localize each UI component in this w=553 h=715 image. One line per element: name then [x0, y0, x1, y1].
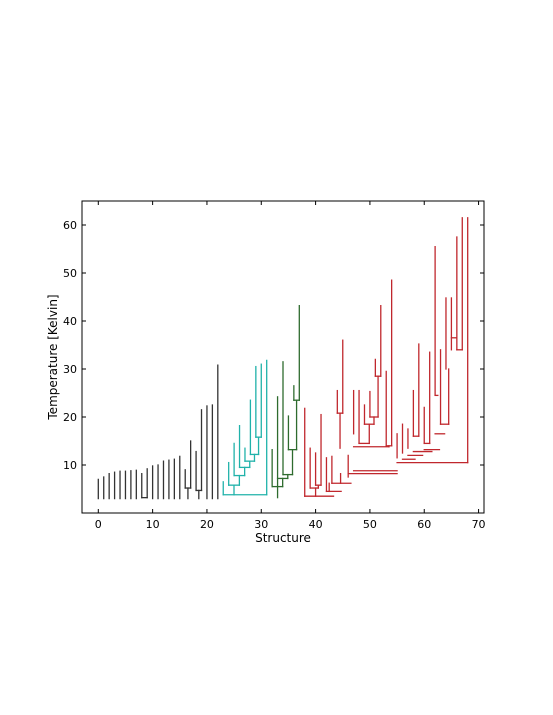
y-tick-label: 10 [63, 459, 77, 472]
y-tick-label: 20 [63, 411, 77, 424]
y-tick-label: 40 [63, 315, 77, 328]
y-tick-label: 50 [63, 267, 77, 280]
x-axis-label: Structure [255, 531, 311, 545]
tree-segments [97, 217, 469, 500]
x-tick-label: 60 [417, 518, 431, 531]
plot-frame [81, 200, 485, 514]
x-tick-label: 0 [95, 518, 102, 531]
x-tick-label: 50 [363, 518, 377, 531]
x-tick-label: 40 [309, 518, 323, 531]
y-axis-label: Temperature [Kelvin] [46, 294, 60, 420]
y-tick-label: 30 [63, 363, 77, 376]
x-axis-ticks: 0 10 20 30 40 50 60 70 [95, 201, 486, 531]
x-tick-label: 20 [200, 518, 214, 531]
x-tick-label: 30 [254, 518, 268, 531]
y-axis-ticks: 10 20 30 40 50 60 [63, 219, 484, 472]
y-tick-label: 60 [63, 219, 77, 232]
x-tick-label: 70 [472, 518, 486, 531]
x-tick-label: 10 [146, 518, 160, 531]
